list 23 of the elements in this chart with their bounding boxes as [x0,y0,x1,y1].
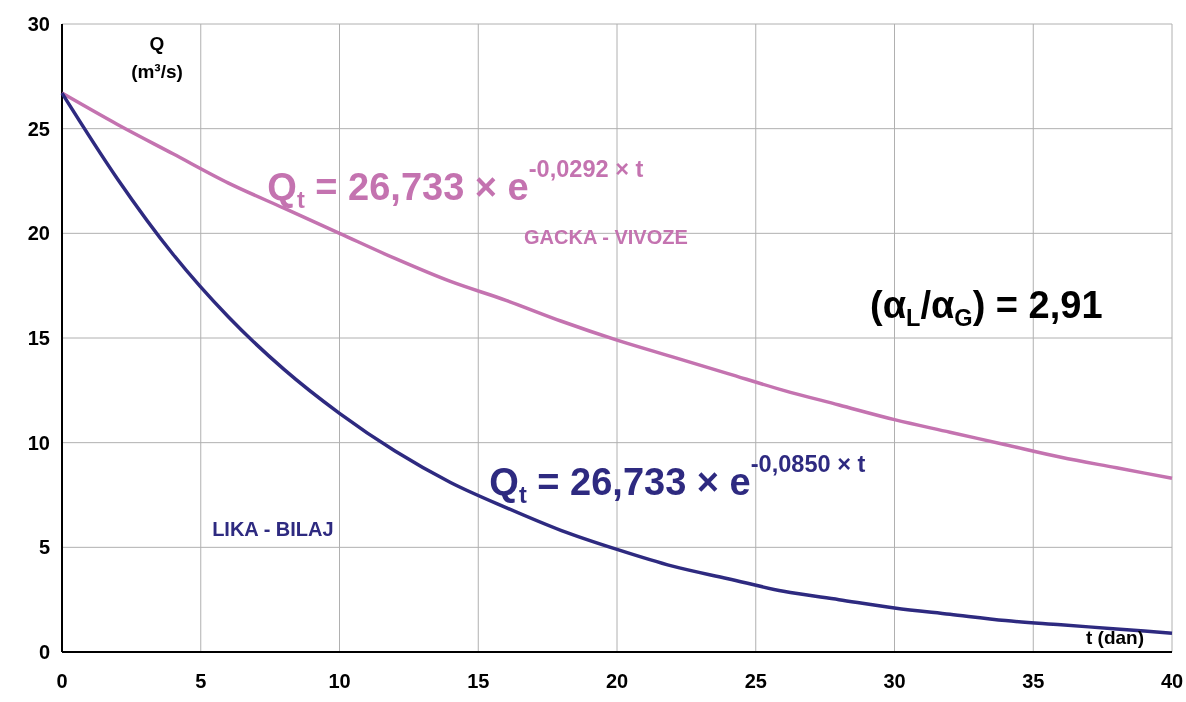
annotation: Q$_{t}$ = 26,733 × e$^{-0,0850 × t}$ [489,451,866,509]
x-tick-label: 30 [883,670,906,692]
y-tick-label: 25 [27,117,50,140]
y-tick-label: 0 [38,641,50,663]
x-axis-title: t (dan) [1085,627,1144,648]
y-tick-label: 10 [27,431,50,454]
x-tick-label: 40 [1160,670,1184,692]
y-tick-label: 30 [27,13,50,35]
text: GACKA - VIVOZE [524,225,688,248]
text: LIKA - BILAJ [212,517,334,540]
annotation: (α$_{L}$/α$_{G}$) = 2,91 [870,284,1103,332]
y-tick-label: 20 [27,222,50,245]
x-tick-label: 20 [605,670,629,692]
y-tick-label: 5 [38,536,50,559]
x-tick-label: 35 [1022,670,1045,692]
x-tick-label: 25 [744,670,767,692]
x-tick-label: 5 [195,670,207,692]
annotation: Q$_{t}$ = 26,733 × e$^{-0,0292 × t}$ [267,156,644,214]
y-tick-label: 15 [27,327,50,349]
x-tick-label: 0 [56,670,68,692]
x-tick-label: 10 [328,670,351,692]
x-tick-label: 15 [467,670,490,692]
y-axis-title: Q (m³/s) [131,33,183,82]
